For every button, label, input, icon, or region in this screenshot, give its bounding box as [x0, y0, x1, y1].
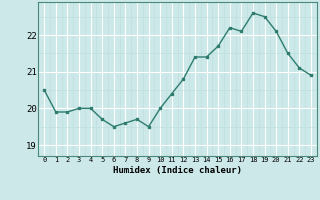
X-axis label: Humidex (Indice chaleur): Humidex (Indice chaleur)	[113, 166, 242, 175]
